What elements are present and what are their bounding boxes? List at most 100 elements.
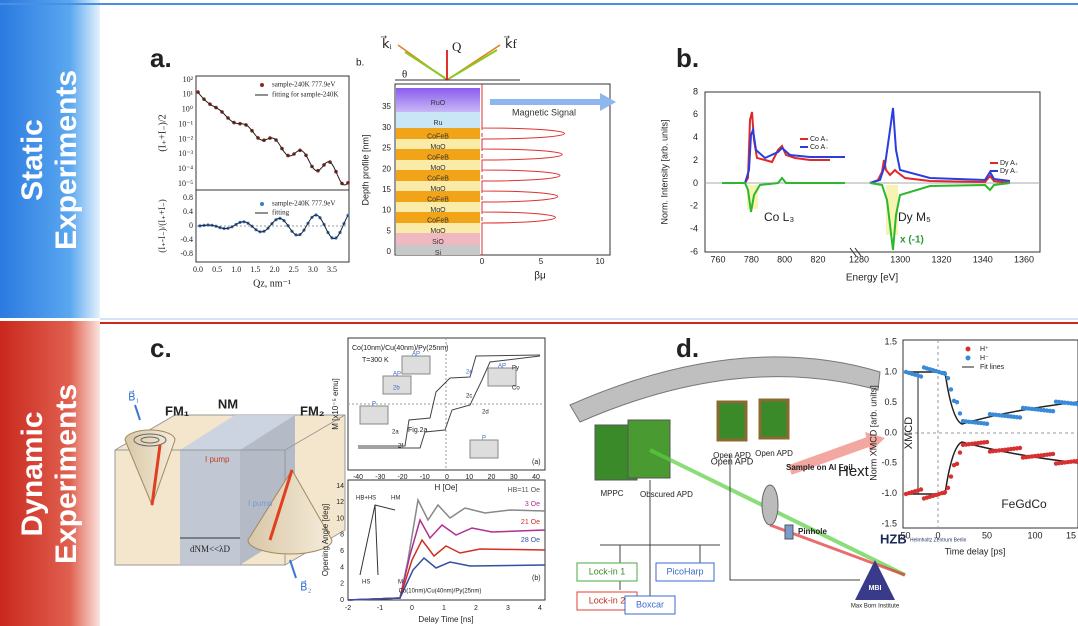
layer-label: CoFeB bbox=[427, 154, 449, 161]
legend-label: fitting for sample-240K bbox=[272, 91, 339, 99]
fit-line bbox=[197, 91, 349, 186]
label: MBI bbox=[869, 585, 882, 592]
y-tick-label: -0.8 bbox=[180, 249, 193, 258]
label: Qz, nm⁻¹ bbox=[253, 278, 291, 289]
data-dot bbox=[942, 371, 948, 376]
fit bbox=[905, 441, 1078, 495]
label: NM bbox=[218, 396, 238, 411]
data-dot bbox=[1017, 445, 1023, 451]
arrow-head bbox=[600, 93, 616, 111]
label: dNM<<λD bbox=[190, 544, 231, 554]
label: (a) bbox=[532, 459, 541, 466]
y-tick-label: 12 bbox=[336, 499, 344, 506]
frame bbox=[704, 91, 1041, 253]
panel-label: d. bbox=[676, 333, 699, 363]
label: P bbox=[482, 436, 486, 442]
state-box bbox=[469, 439, 499, 459]
y-tick-label: 10 bbox=[336, 515, 344, 522]
box bbox=[624, 595, 676, 615]
data-dot bbox=[942, 490, 948, 495]
sub-label: b. bbox=[356, 58, 364, 69]
panel-label: b. bbox=[676, 43, 699, 73]
layer bbox=[396, 245, 480, 255]
field-arrow bbox=[289, 559, 297, 579]
x-tick-label: 0 bbox=[410, 605, 414, 612]
x-tick-label: 1280 bbox=[849, 254, 869, 264]
label: Q bbox=[452, 39, 462, 54]
legend-label: fitting bbox=[272, 209, 290, 217]
layer bbox=[396, 212, 480, 223]
x-tick-label: 0 bbox=[445, 474, 449, 481]
layer-label: MgO bbox=[430, 144, 446, 151]
layer bbox=[396, 233, 480, 245]
y-tick-label: 0.5 bbox=[884, 397, 897, 407]
data-dot bbox=[1074, 401, 1078, 407]
x-tick-label: 820 bbox=[810, 254, 825, 264]
layer bbox=[396, 181, 480, 191]
label: M bbox=[398, 580, 403, 586]
x-tick-label: 760 bbox=[710, 254, 725, 264]
chamber bbox=[569, 356, 881, 423]
label: 2f bbox=[398, 444, 403, 450]
x-tick-label: 40 bbox=[532, 474, 540, 481]
x-tick-label: 20 bbox=[488, 474, 496, 481]
x-tick-label: 3 bbox=[506, 605, 510, 612]
y-tick-label: -2 bbox=[690, 201, 698, 211]
data-dot bbox=[984, 439, 990, 445]
x-tick-label: 1340 bbox=[973, 254, 993, 264]
y-tick-label: 20 bbox=[382, 164, 391, 173]
x-tick-label: 2.0 bbox=[270, 265, 280, 274]
trace bbox=[347, 518, 546, 601]
box bbox=[576, 562, 638, 582]
label: Co L₃ bbox=[764, 210, 794, 224]
layer-label: CoFeB bbox=[427, 175, 449, 182]
label: Dy M₅ bbox=[898, 210, 931, 224]
curve bbox=[869, 182, 1011, 251]
label: 2e bbox=[466, 370, 473, 376]
y-tick-label: 10¹ bbox=[183, 90, 194, 99]
wires bbox=[729, 455, 860, 581]
curve bbox=[869, 159, 1011, 184]
trace bbox=[347, 556, 546, 601]
label: XMCD bbox=[903, 417, 915, 449]
layer bbox=[396, 191, 480, 202]
precession bbox=[140, 436, 160, 444]
label: Delay Time [ns] bbox=[418, 615, 473, 624]
open-apd bbox=[716, 400, 748, 442]
nm-layer bbox=[180, 450, 240, 565]
panel-label: a. bbox=[150, 43, 172, 73]
edge bbox=[284, 414, 346, 451]
y-tick-label: 0 bbox=[387, 247, 392, 256]
label: Obscured APD bbox=[640, 490, 693, 499]
y-tick-label: 10² bbox=[183, 75, 194, 84]
x-tick-label: 2 bbox=[474, 605, 478, 612]
label: Magnetic Signal bbox=[512, 107, 576, 117]
state-box bbox=[487, 367, 517, 387]
x-tick-label: -2 bbox=[345, 605, 351, 612]
legend-label: Dy A₋ bbox=[1000, 168, 1019, 175]
label: AP bbox=[498, 364, 506, 370]
pinhole bbox=[784, 524, 794, 540]
label: Energy [eV] bbox=[846, 273, 898, 284]
beam bbox=[397, 44, 501, 81]
label: 2b bbox=[393, 386, 400, 392]
x-tick-label: 0.5 bbox=[212, 265, 222, 274]
y-tick-label: 14 bbox=[336, 483, 344, 490]
y-tick-label: 30 bbox=[382, 123, 391, 132]
data-dot bbox=[1074, 458, 1078, 464]
label: (I₊-I₋)/(I₊+I₋) bbox=[157, 199, 167, 253]
layer bbox=[396, 128, 480, 139]
obscured-apd bbox=[627, 419, 671, 479]
layer-label: Ru bbox=[434, 120, 443, 127]
y-tick-label: 10⁰ bbox=[182, 105, 193, 114]
layer bbox=[396, 149, 480, 160]
state-box bbox=[359, 405, 389, 425]
y-tick-label: 2 bbox=[693, 155, 698, 165]
legend-label: H⁺ bbox=[980, 346, 989, 353]
label: Co(10nm)/Cu(40nm)/Py(25nm) bbox=[352, 345, 448, 352]
y-tick-label: -0.5 bbox=[881, 458, 897, 468]
data-dot bbox=[948, 387, 954, 392]
curve bbox=[722, 126, 845, 184]
inset-vectors bbox=[359, 504, 396, 576]
